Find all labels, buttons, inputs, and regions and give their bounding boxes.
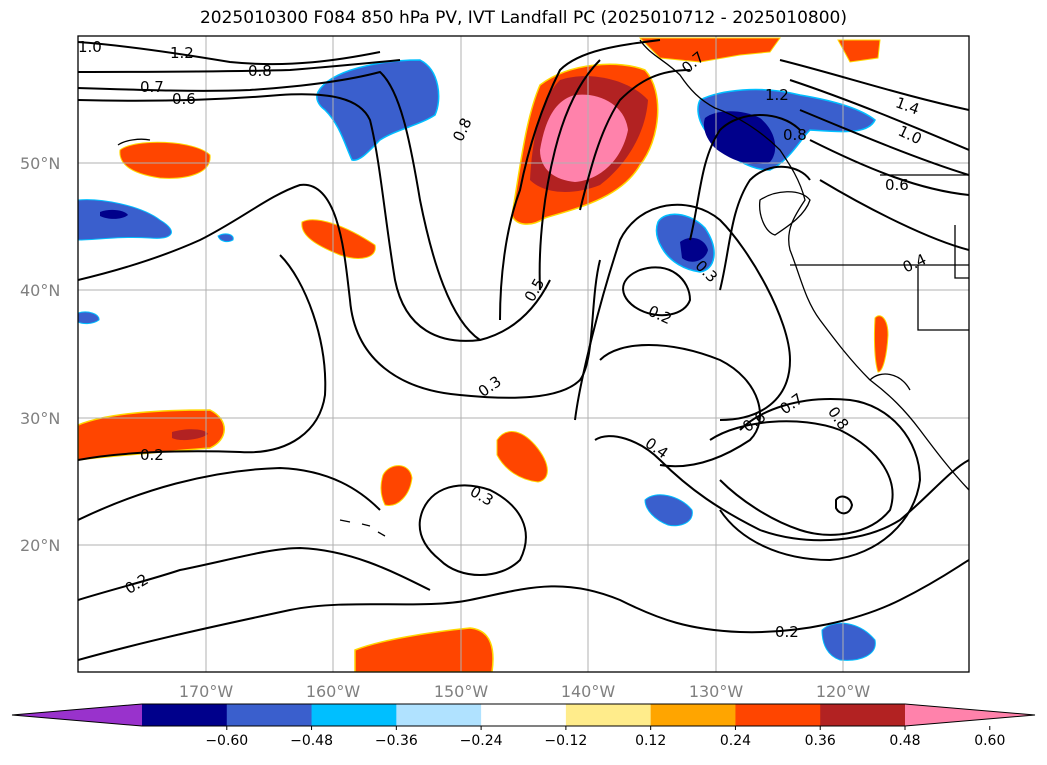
colorbar-tick-label: −0.24 — [460, 733, 503, 749]
lon-label: 120°W — [816, 682, 871, 701]
coastlines — [117, 39, 969, 537]
contour-label: 0.4 — [900, 250, 929, 276]
colorbar-box — [735, 704, 821, 726]
pv-shading — [78, 37, 889, 672]
colorbar-tick-label: −0.12 — [544, 733, 587, 749]
colorbar-box — [820, 704, 906, 726]
lon-label: 170°W — [179, 682, 234, 701]
lat-label: 30°N — [20, 409, 60, 428]
colorbar: −0.60 −0.48 −0.36 −0.24 −0.12 0.12 0.24 0.36 0.4… — [11, 703, 1036, 749]
contour-label: 0.6 — [172, 90, 196, 108]
map-title: 2025010300 F084 850 hPa PV, IVT Landfall… — [199, 8, 847, 28]
contour-label: 0.2 — [122, 570, 152, 598]
contour-label: 1.0 — [895, 122, 924, 148]
colorbar-tick-label: 0.12 — [635, 733, 666, 749]
colorbar-tick-label: 0.24 — [720, 733, 751, 749]
colorbar-box — [142, 704, 228, 726]
contour-label: 1.2 — [765, 86, 789, 104]
colorbar-box — [650, 704, 736, 726]
colorbar-box — [565, 704, 652, 726]
colorbar-tick-label: −0.48 — [290, 733, 333, 749]
colorbar-tick-label: 0.48 — [889, 733, 920, 749]
contour-label: 0.5 — [521, 275, 549, 305]
contour-label: 0.6 — [739, 407, 769, 435]
lon-label: 130°W — [689, 682, 744, 701]
contour-label: 0.8 — [824, 403, 852, 433]
lat-label: 20°N — [20, 536, 60, 555]
lat-label: 50°N — [20, 154, 60, 173]
lon-label: 140°W — [561, 682, 616, 701]
contour-label: 0.2 — [645, 302, 674, 328]
latitude-labels: 50°N 40°N 30°N 20°N — [20, 154, 60, 555]
contour-label: 0.8 — [783, 126, 807, 144]
lon-label: 150°W — [434, 682, 489, 701]
contour-label: 0.6 — [885, 176, 909, 194]
colorbar-box — [311, 704, 397, 726]
map-frame — [77, 35, 970, 673]
colorbar-tick-label: −0.36 — [375, 733, 418, 749]
contour-label: 1.0 — [78, 38, 102, 56]
contour-label: 0.8 — [449, 115, 475, 144]
contour-label: 0.7 — [140, 78, 164, 96]
colorbar-outline — [11, 703, 1036, 727]
colorbar-box — [396, 704, 482, 726]
lon-label: 160°W — [306, 682, 361, 701]
colorbar-box — [226, 704, 313, 726]
contour-label: 0.4 — [642, 434, 672, 462]
lat-label: 40°N — [20, 281, 60, 300]
colorbar-box — [481, 704, 567, 726]
contour-label: 0.2 — [140, 446, 164, 464]
colorbar-tick-label: 0.36 — [805, 733, 836, 749]
map-gridlines — [78, 36, 969, 672]
colorbar-tick-label: 0.60 — [974, 733, 1005, 749]
contour-label: 0.2 — [775, 623, 799, 641]
colorbar-extend-high — [905, 704, 1035, 726]
contour-label: 0.8 — [248, 62, 272, 80]
contour-label: 1.2 — [170, 44, 194, 62]
colorbar-tick-label: −0.60 — [205, 733, 248, 749]
colorbar-extend-low — [12, 704, 142, 726]
longitude-labels: 170°W 160°W 150°W 140°W 130°W 120°W — [179, 682, 871, 701]
pv-contours — [78, 39, 969, 661]
